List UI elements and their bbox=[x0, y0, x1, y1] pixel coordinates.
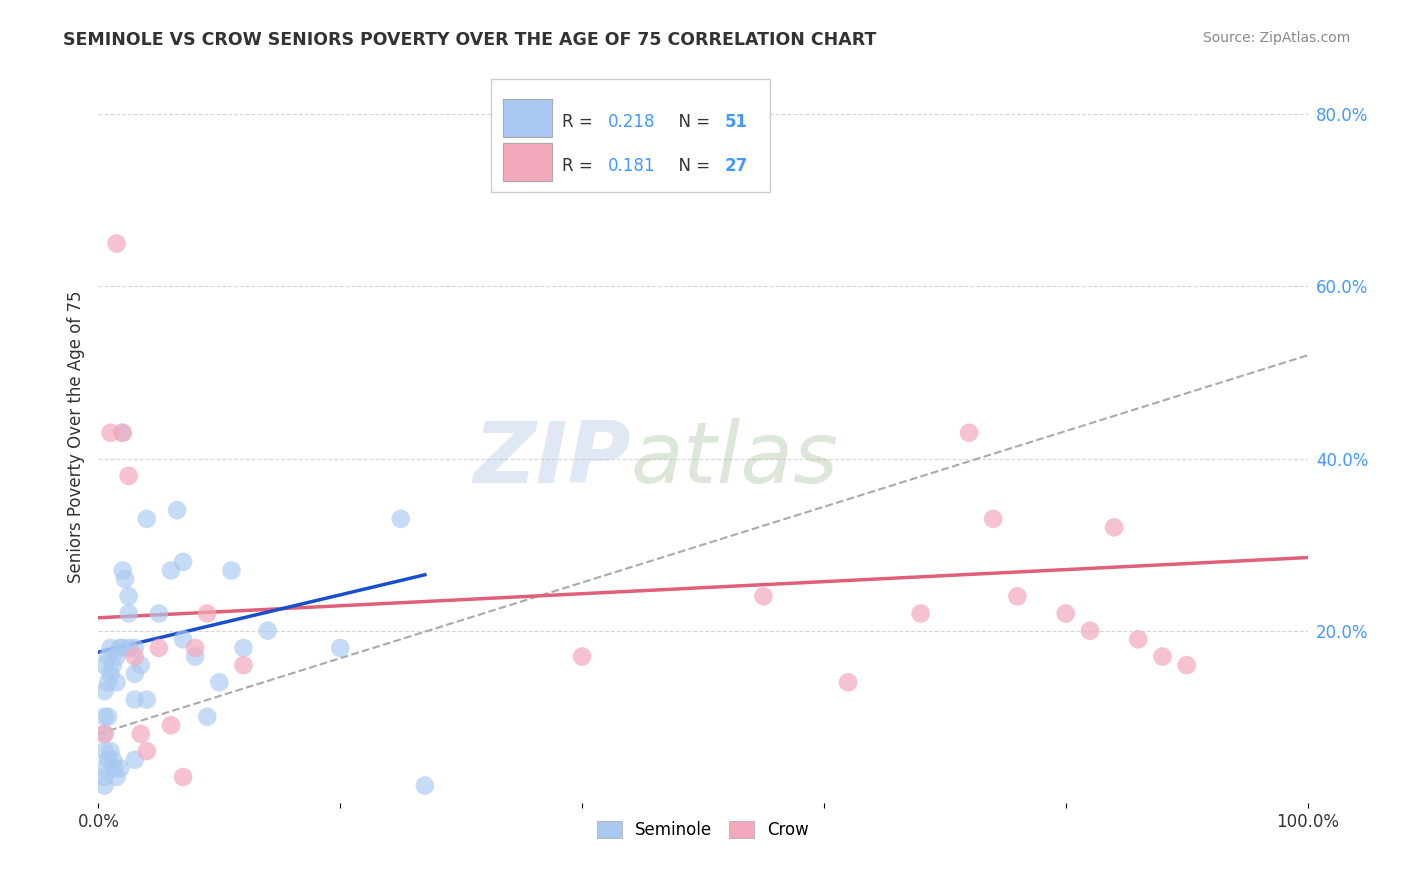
Point bbox=[100, 640, 122, 655]
Point bbox=[1128, 632, 1150, 647]
Text: 51: 51 bbox=[724, 113, 748, 131]
Point bbox=[93, 727, 115, 741]
Text: N =: N = bbox=[668, 157, 716, 175]
Point bbox=[571, 649, 593, 664]
Text: 0.218: 0.218 bbox=[607, 113, 655, 131]
Point bbox=[93, 761, 115, 775]
Point bbox=[105, 649, 128, 664]
Text: N =: N = bbox=[668, 113, 716, 131]
Point bbox=[413, 779, 436, 793]
Text: 0.181: 0.181 bbox=[607, 157, 655, 175]
Point bbox=[93, 658, 115, 673]
Point bbox=[101, 658, 124, 673]
Point bbox=[97, 675, 120, 690]
Point bbox=[118, 640, 141, 655]
Point bbox=[111, 640, 134, 655]
Text: Source: ZipAtlas.com: Source: ZipAtlas.com bbox=[1202, 31, 1350, 45]
Point bbox=[97, 753, 120, 767]
Point bbox=[111, 564, 134, 578]
Point bbox=[129, 658, 152, 673]
Point bbox=[100, 666, 122, 681]
Point bbox=[93, 684, 115, 698]
Point bbox=[329, 640, 352, 655]
Point bbox=[256, 624, 278, 638]
Point bbox=[837, 675, 859, 690]
Text: R =: R = bbox=[561, 113, 598, 131]
Point bbox=[232, 640, 254, 655]
Point bbox=[135, 512, 157, 526]
Point bbox=[135, 692, 157, 706]
Point bbox=[97, 710, 120, 724]
Point bbox=[111, 425, 134, 440]
Point bbox=[101, 753, 124, 767]
Point bbox=[957, 425, 980, 440]
Point bbox=[124, 640, 146, 655]
Point bbox=[148, 640, 170, 655]
Point bbox=[108, 761, 131, 775]
Point bbox=[172, 555, 194, 569]
Point bbox=[389, 512, 412, 526]
Point bbox=[1102, 520, 1125, 534]
Point bbox=[160, 564, 183, 578]
Point bbox=[1175, 658, 1198, 673]
Point bbox=[1007, 589, 1029, 603]
FancyBboxPatch shape bbox=[492, 78, 769, 192]
Point bbox=[118, 468, 141, 483]
Point bbox=[118, 607, 141, 621]
Point bbox=[184, 640, 207, 655]
Y-axis label: Seniors Poverty Over the Age of 75: Seniors Poverty Over the Age of 75 bbox=[66, 291, 84, 583]
Point bbox=[93, 727, 115, 741]
Point bbox=[124, 649, 146, 664]
Point bbox=[124, 753, 146, 767]
Text: R =: R = bbox=[561, 157, 598, 175]
Point bbox=[114, 572, 136, 586]
Point bbox=[172, 632, 194, 647]
Point bbox=[124, 692, 146, 706]
Point bbox=[93, 779, 115, 793]
Point bbox=[184, 649, 207, 664]
FancyBboxPatch shape bbox=[503, 143, 551, 181]
Point bbox=[129, 727, 152, 741]
Legend: Seminole, Crow: Seminole, Crow bbox=[591, 814, 815, 846]
Point bbox=[105, 236, 128, 251]
Text: SEMINOLE VS CROW SENIORS POVERTY OVER THE AGE OF 75 CORRELATION CHART: SEMINOLE VS CROW SENIORS POVERTY OVER TH… bbox=[63, 31, 877, 49]
Point bbox=[148, 607, 170, 621]
FancyBboxPatch shape bbox=[503, 99, 551, 137]
Text: ZIP: ZIP bbox=[472, 417, 630, 500]
Point bbox=[172, 770, 194, 784]
Point bbox=[166, 503, 188, 517]
Point bbox=[118, 589, 141, 603]
Point bbox=[135, 744, 157, 758]
Point bbox=[232, 658, 254, 673]
Point bbox=[124, 666, 146, 681]
Point bbox=[108, 640, 131, 655]
Point bbox=[100, 744, 122, 758]
Point bbox=[105, 675, 128, 690]
Point bbox=[93, 744, 115, 758]
Point bbox=[93, 770, 115, 784]
Point bbox=[105, 770, 128, 784]
Point bbox=[160, 718, 183, 732]
Point bbox=[752, 589, 775, 603]
FancyBboxPatch shape bbox=[503, 143, 551, 181]
Point bbox=[208, 675, 231, 690]
Point bbox=[1078, 624, 1101, 638]
Point bbox=[1054, 607, 1077, 621]
Point bbox=[195, 710, 218, 724]
Point bbox=[910, 607, 932, 621]
Point bbox=[93, 710, 115, 724]
Point bbox=[103, 761, 125, 775]
Point bbox=[221, 564, 243, 578]
Point bbox=[111, 425, 134, 440]
Text: atlas: atlas bbox=[630, 417, 838, 500]
Point bbox=[1152, 649, 1174, 664]
Point bbox=[195, 607, 218, 621]
FancyBboxPatch shape bbox=[503, 99, 551, 137]
Text: 27: 27 bbox=[724, 157, 748, 175]
Point bbox=[97, 649, 120, 664]
Point bbox=[100, 425, 122, 440]
Point bbox=[981, 512, 1004, 526]
